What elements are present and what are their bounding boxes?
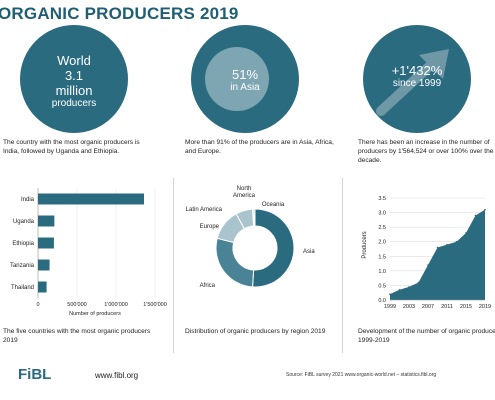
world-producers-circle: World 3.1 million producers [20,25,128,133]
slice-label-latin-america: Latin America [186,207,223,213]
bar-uganda [38,215,55,227]
top-countries-bar-chart: Number of producers 0 500'000 1'000'000 1'5… [10,188,167,317]
data-point [389,293,391,295]
stat-world-value: 3.1 [64,68,84,83]
x-tick-label: 500'000 [67,302,86,308]
source-note: Source: FiBL survey 2021 www.organic-wor… [286,372,437,378]
data-point [484,208,486,211]
stat-world-unit: million [55,83,93,98]
x-tick-label: 1'500'000 [143,302,167,308]
slice-asia [252,208,295,288]
category-label-tanzania: Tanzania [10,263,35,269]
column-divider [173,178,174,353]
y-axis-label: Producers [362,231,368,258]
blurb-regions: More than 91% of the producers are in As… [185,139,334,155]
data-point [417,281,420,284]
stat-asia-caption: in Asia [230,82,260,93]
x-tick-label: 2007 [422,304,434,310]
y-tick-label: 0.5 [378,283,386,289]
stat-asia-value: 51% [231,67,259,82]
area-series [390,209,485,300]
stat-world-caption: producers [51,98,97,109]
slice-oceania [253,208,256,227]
category-label-uganda: Uganda [13,219,35,225]
x-tick-label: 0 [36,302,39,308]
category-label-ethiopia: Ethiopia [12,241,34,247]
data-point [474,214,477,217]
y-tick-label: 1.0 [378,269,386,275]
x-tick-label: 2003 [403,304,415,310]
data-point [398,289,401,291]
x-tick-label: 1'000'000 [104,302,128,308]
bar-india [38,193,145,205]
asia-share-circle: 51% in Asia [191,25,299,133]
blurb-growth: There has been an increase in the number… [358,139,495,164]
stat-growth-value: +1'432% [391,63,443,78]
x-tick-label: 1999 [384,304,396,310]
bar-tanzania [38,259,50,271]
website-link[interactable]: www.fibl.org [95,371,139,380]
y-tick-label: 3.5 [378,196,386,202]
data-point [465,232,467,234]
caption-donut-chart: Distribution of organic producers by reg… [185,328,326,335]
column-divider [342,178,343,353]
stat-world-label: World [57,53,91,68]
category-label-thailand: Thailand [11,285,34,291]
category-label-india: India [21,197,35,203]
data-point [436,246,439,249]
slice-label-africa: Africa [200,283,216,289]
blurb-top-country: The country with the most organic produc… [3,139,140,155]
slice-label-asia: Asia [303,249,315,255]
x-tick-label: 2011 [441,304,453,310]
y-tick-label: 1.5 [378,254,386,260]
arrow-up-right-icon [376,49,449,116]
x-axis-label: Number of producers [69,311,121,317]
x-tick-label: 2015 [460,304,472,310]
fibl-logo[interactable]: FiBL [18,366,52,383]
slice-label-europe: Europe [200,224,220,230]
x-tick-label: 2019 [479,304,491,310]
bar-thailand [38,281,47,293]
region-donut-chart: Asia Africa Europe Latin America NorthAmeric… [186,186,316,289]
producers-growth-area-chart: Producers 0.0 0.5 1.0 1.5 2.0 2.5 3.0 3.5 1999 20… [362,196,491,310]
data-point [408,286,410,288]
slice-label-oceania: Oceania [262,202,285,208]
asia-share-inner-disc [205,47,269,111]
y-tick-label: 2.5 [378,225,386,231]
slice-label-north-america: North [237,186,252,192]
page-title: ORGANIC PRODUCERS 2019 [0,4,239,23]
data-point [455,240,458,243]
slice-africa [215,237,255,288]
slice-label-north-america: America [233,193,256,199]
y-tick-label: 3.0 [378,211,386,217]
data-point [446,243,448,246]
data-point [427,264,429,266]
caption-area-chart: Development of the number of organic pro… [358,328,495,344]
y-tick-label: 2.0 [378,240,386,246]
stat-growth-caption: since 1999 [392,78,442,89]
bar-ethiopia [38,237,54,249]
caption-bar-chart: The five countries with the most organic… [3,328,151,344]
growth-circle: +1'432% since 1999 [363,25,471,133]
y-tick-label: 0.0 [378,298,386,304]
